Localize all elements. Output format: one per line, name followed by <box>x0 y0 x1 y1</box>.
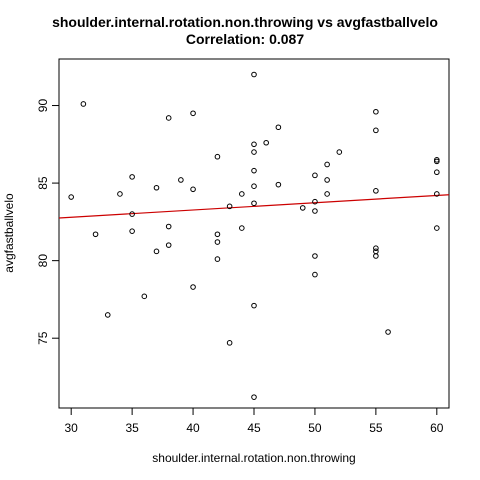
data-point <box>165 115 172 121</box>
data-point <box>226 340 233 346</box>
data-point <box>251 141 257 148</box>
data-point <box>214 239 221 245</box>
data-point <box>373 245 379 252</box>
data-point <box>178 177 184 183</box>
data-point <box>275 124 282 131</box>
data-point <box>336 149 343 155</box>
x-tick-label: 35 <box>125 421 139 435</box>
data-point <box>214 153 221 160</box>
x-tick-label: 60 <box>430 421 444 435</box>
data-point <box>80 101 87 107</box>
y-tick-label: 75 <box>36 331 50 345</box>
data-point <box>165 242 172 248</box>
x-tick-label: 55 <box>369 421 383 435</box>
data-point <box>373 248 379 255</box>
data-point <box>104 312 111 318</box>
data-point <box>214 256 221 262</box>
data-point <box>226 203 233 210</box>
data-point <box>312 208 318 214</box>
data-point <box>373 127 379 134</box>
data-point <box>434 158 440 165</box>
data-point <box>214 231 221 238</box>
data-point <box>434 225 440 231</box>
data-point <box>251 149 257 155</box>
data-point <box>251 167 257 174</box>
data-point <box>324 191 330 197</box>
regression-line-group <box>58 194 450 219</box>
data-point <box>324 177 330 183</box>
data-point <box>312 253 318 259</box>
data-point <box>153 248 160 255</box>
data-point <box>275 181 282 188</box>
chart-title: shoulder.internal.rotation.non.throwing … <box>52 14 438 30</box>
data-point <box>299 205 306 211</box>
data-point <box>251 394 257 400</box>
data-point <box>385 329 391 335</box>
x-tick-label: 30 <box>65 421 79 435</box>
x-tick-label: 40 <box>186 421 200 435</box>
y-axis-label: avgfastballvelo <box>2 193 16 273</box>
data-points <box>68 71 440 400</box>
data-point <box>129 174 135 180</box>
data-point <box>141 293 148 300</box>
data-point <box>312 172 318 179</box>
data-point <box>251 71 257 78</box>
data-point <box>190 186 196 193</box>
data-point <box>190 110 196 117</box>
data-point <box>373 253 379 259</box>
data-point <box>312 271 318 278</box>
data-point <box>239 225 245 231</box>
x-axis: 30 35 40 45 50 55 60 <box>65 408 444 435</box>
x-axis-label: shoulder.internal.rotation.non.throwing <box>152 451 355 465</box>
data-point <box>263 139 269 146</box>
data-point <box>129 211 135 217</box>
data-point <box>251 302 257 309</box>
data-point <box>312 198 318 205</box>
data-point <box>117 191 123 197</box>
plot-frame <box>58 58 450 409</box>
data-point <box>129 228 135 234</box>
data-point <box>373 188 379 194</box>
data-point <box>373 108 379 115</box>
data-point <box>251 183 257 189</box>
data-point <box>434 169 440 176</box>
data-point <box>324 161 330 168</box>
data-point <box>434 191 440 197</box>
data-point <box>251 200 257 207</box>
data-point <box>190 284 196 290</box>
x-tick-label: 50 <box>308 421 322 435</box>
y-tick-label: 80 <box>36 254 50 268</box>
data-point <box>92 231 99 238</box>
chart-subtitle: Correlation: 0.087 <box>186 31 304 47</box>
y-axis: 75 80 85 90 <box>36 99 59 345</box>
x-tick-label: 45 <box>247 421 261 435</box>
y-tick-label: 85 <box>36 176 50 190</box>
data-point <box>153 184 160 191</box>
data-point <box>68 194 74 200</box>
data-point <box>165 223 172 230</box>
data-point <box>239 191 245 197</box>
regression-line <box>58 194 450 219</box>
y-tick-label: 90 <box>36 99 50 113</box>
